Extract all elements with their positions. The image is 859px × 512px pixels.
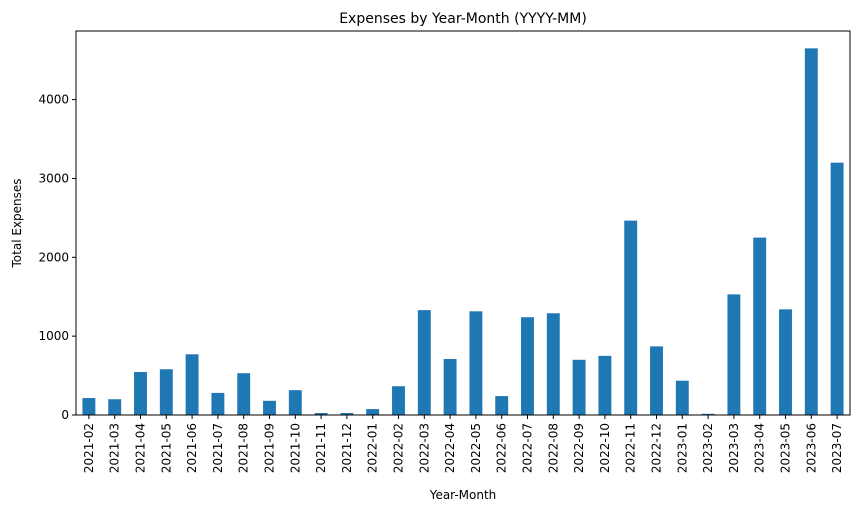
bars-group — [82, 48, 844, 415]
bar — [727, 294, 741, 415]
bar — [624, 220, 638, 415]
x-tick-label: 2023-06 — [804, 423, 818, 473]
bar — [779, 309, 792, 415]
x-axis-ticks: 2021-02 2021-03 2021-04 2021-05 2021-06 2021-… — [82, 415, 844, 473]
bar — [830, 162, 844, 415]
bar — [650, 346, 663, 415]
x-axis-label: Year-Month — [429, 488, 497, 502]
bar — [417, 310, 431, 415]
x-tick-label: 2021-05 — [159, 423, 173, 473]
bar — [340, 413, 354, 415]
y-tick-label: 1000 — [38, 329, 69, 343]
x-tick-label: 2021-07 — [211, 423, 225, 473]
x-tick-label: 2022-09 — [572, 423, 586, 473]
y-axis-ticks: 0 1000 2000 3000 4000 — [38, 93, 76, 422]
x-tick-label: 2021-12 — [340, 423, 354, 473]
bar — [237, 373, 251, 415]
x-tick-label: 2021-04 — [134, 423, 148, 473]
bar — [804, 48, 818, 415]
x-tick-label: 2023-07 — [830, 423, 844, 473]
y-tick-label: 0 — [61, 408, 69, 422]
bar — [572, 359, 586, 415]
x-tick-label: 2021-09 — [263, 423, 277, 473]
bar — [392, 386, 405, 415]
bar — [675, 380, 689, 415]
x-tick-label: 2022-05 — [469, 423, 483, 473]
chart-title: Expenses by Year-Month (YYYY-MM) — [339, 11, 587, 27]
x-tick-label: 2023-05 — [779, 423, 793, 473]
bar — [443, 359, 457, 415]
x-tick-label: 2022-07 — [521, 423, 535, 473]
bar — [82, 398, 96, 415]
x-tick-label: 2021-06 — [185, 423, 199, 473]
x-tick-label: 2022-03 — [417, 423, 431, 473]
y-axis-label: Total Expenses — [10, 178, 24, 268]
x-tick-label: 2021-11 — [314, 423, 328, 473]
x-tick-label: 2023-01 — [675, 423, 689, 473]
x-tick-label: 2022-08 — [546, 423, 560, 473]
bar — [108, 399, 122, 415]
bar — [546, 313, 560, 415]
bar — [701, 413, 715, 415]
x-tick-label: 2022-12 — [650, 423, 664, 473]
bar — [366, 409, 380, 415]
x-tick-label: 2021-02 — [82, 423, 96, 473]
bar — [288, 390, 302, 415]
bar — [753, 237, 767, 415]
y-tick-label: 4000 — [38, 93, 69, 107]
y-tick-label: 2000 — [38, 250, 69, 264]
bar — [469, 311, 483, 415]
x-tick-label: 2021-08 — [237, 423, 251, 473]
plot-frame — [75, 30, 851, 416]
x-tick-label: 2022-02 — [392, 423, 406, 473]
bar — [495, 396, 509, 415]
x-tick-label: 2023-04 — [753, 423, 767, 473]
bar — [598, 355, 612, 415]
bar — [314, 413, 328, 415]
bar — [185, 354, 199, 415]
x-tick-label: 2023-03 — [727, 423, 741, 473]
x-tick-label: 2021-03 — [108, 423, 122, 473]
x-tick-label: 2022-01 — [366, 423, 380, 473]
y-tick-label: 3000 — [38, 171, 69, 185]
x-tick-label: 2022-11 — [624, 423, 638, 473]
bar — [263, 400, 276, 415]
x-tick-label: 2021-10 — [288, 423, 302, 473]
x-tick-label: 2023-02 — [701, 423, 715, 473]
x-tick-label: 2022-06 — [495, 423, 509, 473]
bar — [211, 392, 225, 415]
bar — [159, 369, 173, 415]
x-tick-label: 2022-10 — [598, 423, 612, 473]
bar — [134, 372, 147, 415]
x-tick-label: 2022-04 — [443, 423, 457, 473]
bar — [521, 317, 534, 415]
